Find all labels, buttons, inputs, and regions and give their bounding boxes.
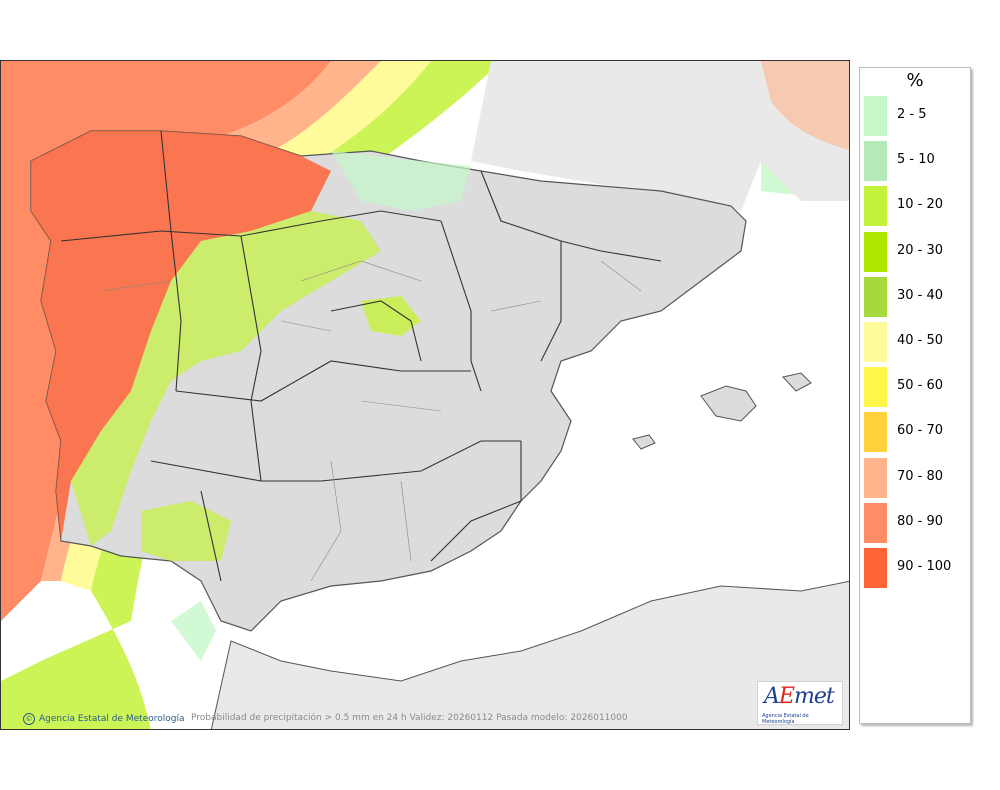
legend-item: 40 - 50 (864, 320, 968, 362)
legend-item: 90 - 100 (864, 546, 968, 588)
legend-item: 5 - 10 (864, 139, 968, 182)
legend-swatch (864, 367, 887, 408)
legend-swatch (864, 231, 887, 272)
legend-swatch (864, 457, 887, 498)
legend-label: 50 - 60 (897, 378, 944, 394)
precipitation-probability-map: © Agencia Estatal de Meteorología Probabi… (0, 60, 850, 730)
ibiza (632, 434, 656, 450)
legend-item: 2 - 5 (864, 94, 968, 136)
region-borders (60, 130, 662, 582)
legend-item: 50 - 60 (864, 365, 968, 408)
legend-label: 2 - 5 (897, 107, 927, 122)
legend-swatch (864, 322, 887, 362)
legend-swatch (864, 186, 887, 227)
aemet-logo: AEmet Agencia Estatal de Meteorología (757, 681, 843, 725)
prob-zone-90-100-galicia (31, 131, 331, 541)
map-canvas (1, 61, 849, 729)
legend-label: 90 - 100 (897, 559, 952, 574)
legend-label: 10 - 20 (897, 197, 944, 213)
legend-item: 60 - 70 (864, 410, 968, 453)
legend-item: 10 - 20 (864, 184, 968, 227)
legend-item: 70 - 80 (864, 456, 968, 498)
legend-title: % (906, 70, 924, 91)
north-africa (210, 580, 849, 729)
legend-swatch (864, 548, 887, 588)
prob-zone-10-20-west (1, 61, 501, 729)
legend-label: 40 - 50 (897, 333, 944, 348)
legend-item: 80 - 90 (864, 501, 968, 543)
legend-swatch (864, 412, 887, 453)
legend-swatch (864, 276, 887, 317)
map-caption: Probabilidad de precipitación > 0.5 mm e… (191, 713, 628, 723)
legend-label: 5 - 10 (897, 152, 935, 168)
legend-swatch (864, 141, 887, 182)
legend-item: 20 - 30 (864, 230, 968, 272)
legend-swatch (864, 502, 887, 543)
legend-label: 60 - 70 (897, 423, 944, 439)
legend-label: 30 - 40 (897, 287, 944, 303)
legend-panel: % 2 - 5 5 - 10 10 - 20 20 - 30 30 - 40 40 - 5… (859, 67, 971, 724)
province-borders (100, 260, 642, 582)
legend-label: 80 - 90 (897, 513, 944, 529)
agency-credit: © Agencia Estatal de Meteorología (23, 713, 185, 725)
france-land (471, 61, 849, 211)
legend-label: 70 - 80 (897, 468, 944, 484)
prob-zone-10-20-northwest (71, 211, 381, 546)
menorca (782, 372, 812, 392)
legend-item: 30 - 40 (864, 275, 968, 317)
copyright-icon: © (23, 713, 35, 725)
mallorca (700, 385, 757, 422)
legend-swatch (864, 96, 887, 136)
legend-label: 20 - 30 (897, 242, 944, 258)
